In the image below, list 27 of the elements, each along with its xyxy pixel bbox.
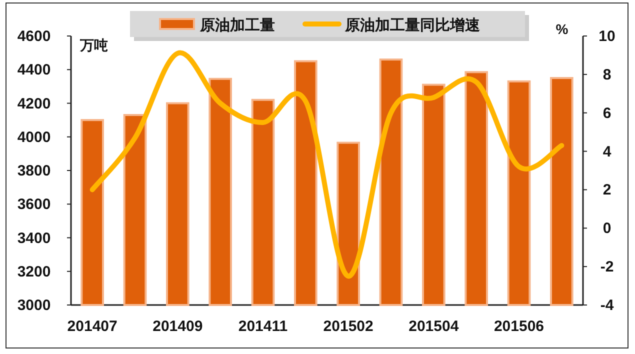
y2-tick-label: -2 [600, 258, 614, 276]
y2-tick-label: 0 [602, 220, 612, 238]
y-tick-label: 4400 [17, 62, 51, 79]
y2-axis-title: % [556, 21, 569, 37]
y2-tick-label: -4 [600, 297, 614, 314]
x-tick-label: 201409 [152, 318, 203, 335]
y2-tick-label: 6 [602, 104, 612, 122]
y2-tick-label: 4 [602, 143, 612, 160]
y-axis-title: 万吨 [79, 37, 108, 53]
y-tick-label: 3600 [17, 196, 51, 214]
y2-tick-label: 8 [602, 66, 612, 84]
y-tick-label: 3400 [17, 230, 51, 247]
y2-tick-label: 10 [598, 28, 616, 45]
y-tick-label: 3200 [17, 263, 51, 280]
x-tick-label: 201407 [67, 318, 118, 335]
legend-label: 原油加工量同比增速 [344, 17, 481, 34]
x-tick-label: 201504 [408, 318, 460, 335]
x-tick-label: 201502 [323, 318, 374, 335]
y-tick-label: 3800 [17, 162, 51, 180]
y-tick-label: 4200 [17, 95, 51, 112]
legend-label: 原油加工量 [199, 17, 275, 34]
y-tick-label: 3000 [17, 297, 51, 314]
y-tick-label: 4000 [17, 128, 51, 146]
y2-tick-label: 2 [602, 182, 612, 199]
x-tick-label: 201411 [238, 318, 288, 335]
y-tick-label: 4600 [17, 28, 51, 45]
x-tick-label: 201506 [494, 318, 544, 335]
